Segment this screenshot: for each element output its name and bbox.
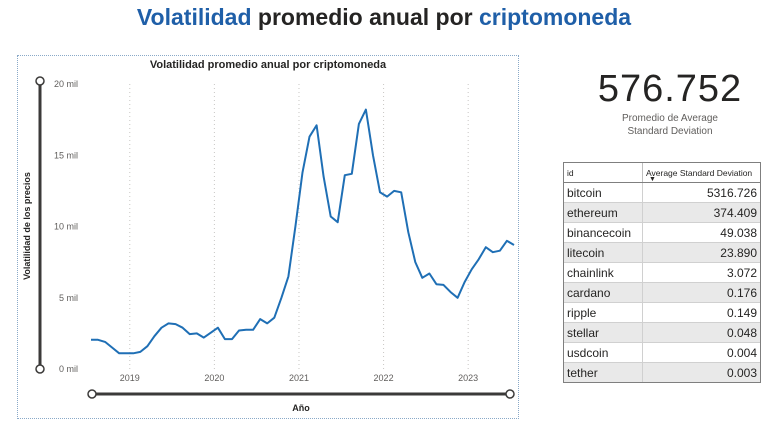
y-axis-title: Volatilidad de los precios	[22, 172, 32, 280]
y-tick-label: 5 mil	[59, 293, 78, 303]
table-row[interactable]: chainlink 3.072	[564, 262, 760, 283]
table-row[interactable]: litecoin 23.890	[564, 242, 760, 263]
table-row[interactable]: stellar 0.048	[564, 322, 760, 343]
y-zoom-handle-top[interactable]	[35, 76, 45, 86]
chart-svg: 0 mil 5 mil 10 mil 15 mil 20 mil 2019 2020 2021…	[22, 76, 515, 413]
x-tick-label: 2022	[374, 373, 394, 383]
page-title-part3: criptomoneda	[478, 4, 632, 30]
row-value: 0.048	[642, 322, 760, 343]
y-tick-label: 0 mil	[59, 364, 78, 374]
x-tick-label: 2021	[289, 373, 309, 383]
x-tick-label: 2020	[204, 373, 224, 383]
page-title-part2: promedio anual por	[251, 4, 479, 30]
row-id: ripple	[564, 302, 643, 323]
row-id: usdcoin	[564, 342, 643, 363]
row-id: stellar	[564, 322, 643, 343]
kpi-label: Promedio de Average Standard Deviation	[590, 112, 750, 138]
table-row[interactable]: cardano 0.176	[564, 282, 760, 303]
volatility-table[interactable]: id Average Standard Deviation ▼ bitcoin …	[563, 162, 761, 383]
row-value: 0.003	[642, 362, 760, 382]
x-tick-label: 2019	[120, 373, 140, 383]
table-row[interactable]: tether 0.003	[564, 362, 760, 382]
sort-descending-icon[interactable]: ▼	[649, 176, 656, 183]
column-header-id[interactable]: id	[564, 163, 643, 183]
row-id: ethereum	[564, 202, 643, 223]
x-zoom-handle-left[interactable]	[87, 389, 97, 399]
kpi-label-line1: Promedio de Average	[622, 113, 718, 124]
row-id: litecoin	[564, 242, 643, 263]
row-value: 0.149	[642, 302, 760, 323]
kpi-value: 576.752	[597, 68, 743, 110]
y-tick-label: 20 mil	[54, 79, 78, 89]
row-value: 49.038	[642, 222, 760, 243]
row-id: chainlink	[564, 262, 643, 283]
y-tick-label: 10 mil	[54, 222, 78, 232]
table-row[interactable]: binancecoin 49.038	[564, 222, 760, 243]
row-id: cardano	[564, 282, 643, 303]
row-value: 23.890	[642, 242, 760, 263]
page-title: Volatilidad promedio anual por criptomon…	[0, 4, 768, 31]
row-value: 374.409	[642, 202, 760, 223]
kpi-label-line2: Standard Deviation	[627, 126, 713, 137]
y-zoom-handle-bottom[interactable]	[35, 364, 45, 374]
table-row[interactable]: ripple 0.149	[564, 302, 760, 323]
page-title-part1: Volatilidad	[136, 4, 252, 30]
row-id: tether	[564, 362, 643, 382]
series-line[interactable]	[91, 108, 515, 355]
volatility-line-chart[interactable]: Volatilidad promedio anual por criptomon…	[17, 55, 519, 419]
row-value: 0.004	[642, 342, 760, 363]
table-row[interactable]: bitcoin 5316.726	[564, 182, 760, 203]
x-tick-label: 2023	[458, 373, 478, 383]
row-value: 3.072	[642, 262, 760, 283]
row-id: binancecoin	[564, 222, 643, 243]
chart-title: Volatilidad promedio anual por criptomon…	[149, 59, 387, 71]
table-row[interactable]: usdcoin 0.004	[564, 342, 760, 363]
x-axis-title: Año	[292, 403, 310, 413]
row-value: 0.176	[642, 282, 760, 303]
row-value: 5316.726	[642, 182, 760, 203]
row-id: bitcoin	[564, 182, 643, 203]
table-row[interactable]: ethereum 374.409	[564, 202, 760, 223]
x-zoom-handle-right[interactable]	[505, 389, 515, 399]
column-header-average-std-dev-label: Average Standard Deviation	[646, 167, 753, 178]
column-header-average-std-dev[interactable]: Average Standard Deviation ▼	[642, 163, 760, 183]
y-tick-label: 15 mil	[54, 150, 78, 160]
